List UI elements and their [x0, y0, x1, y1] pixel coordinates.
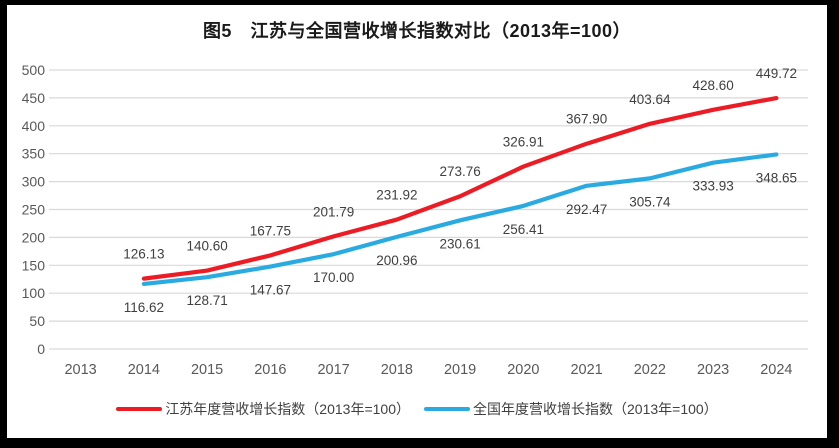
data-label: 126.13: [123, 247, 164, 262]
legend-item-jiangsu: 江苏年度营收增长指数（2013年=100）: [116, 399, 410, 419]
data-label: 428.60: [692, 78, 733, 93]
x-axis-tick-label: 2020: [507, 362, 539, 378]
data-label: 348.65: [756, 170, 797, 185]
x-axis-tick-label: 2013: [64, 362, 96, 378]
y-axis-tick-label: 200: [22, 229, 46, 245]
chart-area: 图5 江苏与全国营收增长指数对比（2013年=100） 0 50 100 150 200…: [7, 5, 827, 438]
x-axis-tick-label: 2016: [254, 362, 286, 378]
data-label: 201.79: [313, 204, 354, 219]
x-axis-tick-label: 2015: [191, 362, 223, 378]
data-label: 367.90: [566, 112, 607, 127]
line-chart-plot: 0 50 100 150 200 250 300 350 400 450 500 2013 2014 20…: [22, 62, 808, 378]
data-label: 128.71: [186, 293, 227, 308]
y-axis-tick-label: 350: [22, 146, 46, 162]
data-label: 292.47: [566, 202, 607, 217]
y-axis-tick-label: 150: [22, 257, 46, 273]
x-axis-tick-label: 2024: [760, 362, 792, 378]
data-label: 326.91: [503, 135, 544, 150]
data-label: 140.60: [186, 239, 227, 254]
data-label: 273.76: [439, 164, 480, 179]
x-axis-tick-label: 2022: [634, 362, 666, 378]
x-axis-tick-label: 2017: [317, 362, 349, 378]
data-label: 403.64: [629, 92, 671, 107]
data-label: 200.96: [376, 253, 417, 268]
x-axis-tick-label: 2021: [570, 362, 602, 378]
y-axis-tick-label: 50: [29, 313, 45, 329]
y-axis-tick-label: 500: [22, 62, 46, 78]
data-label: 449.72: [756, 66, 797, 81]
data-label: 305.74: [629, 194, 671, 209]
data-label: 170.00: [313, 270, 354, 285]
y-axis-tick-label: 100: [22, 285, 46, 301]
legend-label-jiangsu: 江苏年度营收增长指数（2013年=100）: [165, 401, 410, 417]
x-axis-tick-label: 2019: [444, 362, 476, 378]
legend-line-swatch-red: [116, 406, 163, 412]
y-axis-tick-label: 0: [37, 341, 45, 357]
data-label: 230.61: [439, 236, 480, 251]
legend-line-swatch-blue: [424, 406, 470, 412]
data-label: 256.41: [503, 222, 544, 237]
chart-legend: 江苏年度营收增长指数（2013年=100） 全国年度营收增长指数（2013年=1…: [7, 399, 827, 419]
y-axis-tick-label: 300: [22, 174, 46, 190]
series-line: [141, 95, 779, 281]
x-axis-tick-label: 2023: [697, 362, 729, 378]
data-label: 231.92: [376, 188, 417, 203]
data-label: 167.75: [250, 223, 291, 238]
x-axis-tick-label: 2018: [381, 362, 413, 378]
chart-title: 图5 江苏与全国营收增长指数对比（2013年=100）: [202, 21, 632, 41]
x-axis-tick-label: 2014: [128, 362, 160, 378]
y-axis-tick-label: 450: [22, 90, 46, 106]
y-axis-tick-label: 400: [22, 118, 46, 134]
series-line: [141, 152, 779, 287]
legend-item-national: 全国年度营收增长指数（2013年=100）: [424, 399, 718, 419]
data-label: 333.93: [692, 179, 733, 194]
y-axis-tick-label: 250: [22, 202, 46, 218]
data-label: 147.67: [250, 283, 291, 298]
legend-label-national: 全国年度营收增长指数（2013年=100）: [473, 401, 718, 417]
data-label: 116.62: [124, 300, 164, 315]
